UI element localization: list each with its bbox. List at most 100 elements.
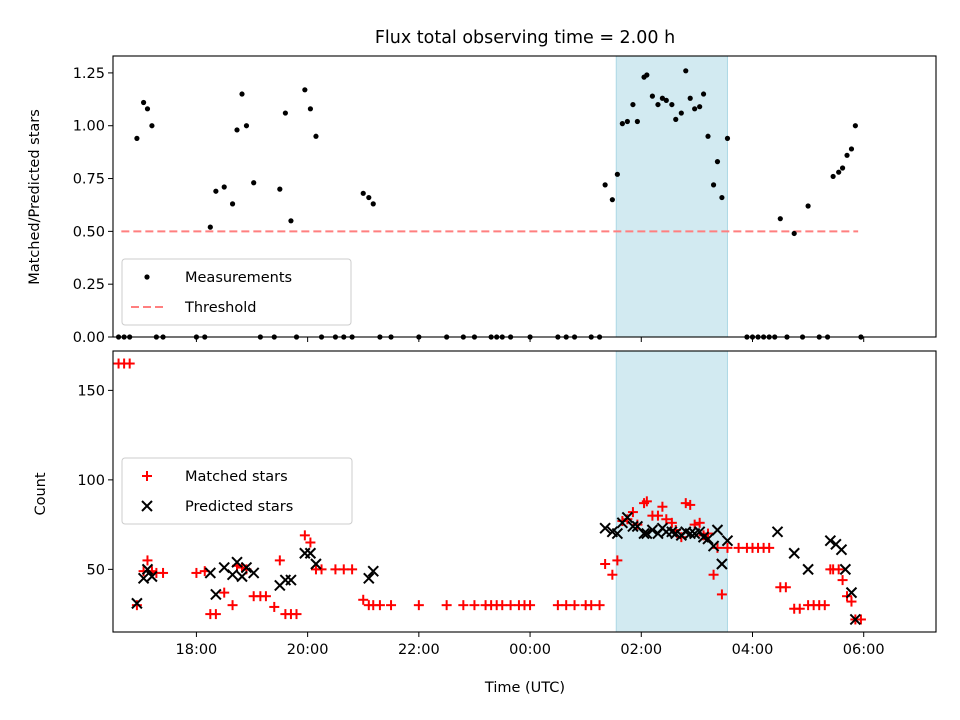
data-point bbox=[697, 104, 703, 110]
data-point bbox=[619, 121, 625, 127]
predicted-point bbox=[204, 567, 217, 579]
data-point bbox=[678, 110, 684, 116]
data-point bbox=[239, 91, 245, 97]
legend-label: Threshold bbox=[184, 300, 256, 316]
predicted-point bbox=[231, 556, 243, 568]
data-point bbox=[360, 190, 366, 196]
data-point bbox=[777, 216, 783, 222]
matched-point bbox=[330, 564, 341, 575]
matched-point bbox=[641, 496, 652, 507]
predicted-point bbox=[310, 558, 322, 570]
matched-point bbox=[833, 564, 844, 575]
matched-point bbox=[819, 600, 830, 611]
matched-point bbox=[617, 516, 628, 527]
data-point bbox=[243, 123, 250, 129]
legend-box bbox=[121, 258, 352, 326]
matched-point bbox=[552, 600, 563, 611]
data-point bbox=[692, 106, 698, 112]
data-point bbox=[836, 169, 842, 175]
data-point bbox=[710, 182, 717, 188]
matched-point bbox=[622, 514, 633, 525]
matched-point bbox=[780, 582, 791, 593]
y-tick-label: 0.75 bbox=[73, 172, 105, 188]
matched-point bbox=[612, 555, 623, 566]
predicted-point bbox=[641, 527, 653, 540]
predicted-point bbox=[711, 524, 724, 536]
matched-point bbox=[764, 542, 775, 553]
predicted-point bbox=[141, 563, 154, 576]
matched-point bbox=[158, 567, 169, 578]
matched-point bbox=[680, 498, 691, 509]
predicted-point bbox=[210, 588, 222, 601]
matched-point bbox=[733, 542, 744, 553]
plot-frame bbox=[112, 55, 937, 338]
matched-point bbox=[846, 596, 857, 607]
matched-point bbox=[386, 600, 397, 611]
predicted-point bbox=[226, 569, 239, 581]
y-axis-label-top: Matched/Predicted stars bbox=[27, 109, 43, 285]
predicted-point bbox=[247, 567, 260, 579]
y-tick-label: 0.00 bbox=[73, 330, 105, 346]
matched-point bbox=[274, 555, 285, 566]
predicted-point bbox=[684, 527, 696, 540]
data-point bbox=[805, 203, 811, 209]
predicted-point bbox=[771, 526, 784, 538]
data-point bbox=[624, 118, 630, 125]
matched-point bbox=[358, 594, 369, 605]
plot-frame bbox=[112, 350, 937, 633]
panel-top: 0.00 0.25 0.50 0.75 1.00 1.25 Measurements Thr… bbox=[73, 55, 937, 346]
matched-point bbox=[441, 600, 452, 611]
predicted-point bbox=[646, 524, 659, 536]
matched-point bbox=[374, 600, 385, 611]
predicted-point bbox=[721, 535, 734, 547]
x-tick-label: 00:00 bbox=[509, 642, 551, 658]
matched-point bbox=[458, 600, 469, 611]
legend-marker-measurements bbox=[144, 274, 150, 280]
predicted-point bbox=[824, 535, 837, 547]
data-point bbox=[630, 101, 636, 108]
data-point bbox=[144, 106, 151, 112]
series-predicted-stars bbox=[131, 511, 862, 626]
matched-point bbox=[525, 600, 536, 611]
predicted-point bbox=[627, 520, 639, 533]
observing-window-rect bbox=[615, 350, 728, 633]
matched-point bbox=[561, 600, 572, 611]
matched-point bbox=[666, 517, 677, 528]
y-tick-label: 150 bbox=[77, 383, 105, 399]
matched-point bbox=[694, 517, 705, 528]
axes-frame-top bbox=[112, 55, 937, 338]
data-point bbox=[140, 99, 147, 106]
matched-point bbox=[837, 575, 848, 586]
legend-bottom: Matched stars Predicted stars bbox=[121, 457, 353, 525]
matched-point bbox=[657, 501, 668, 512]
predicted-point bbox=[131, 597, 143, 610]
predicted-point bbox=[146, 570, 158, 583]
matched-point bbox=[497, 600, 508, 611]
matched-point bbox=[607, 569, 618, 580]
legend-label: Matched stars bbox=[185, 469, 288, 485]
matched-point bbox=[594, 600, 605, 611]
matched-point bbox=[305, 537, 316, 548]
star-count-points bbox=[113, 358, 866, 626]
matched-point bbox=[708, 569, 719, 580]
matched-point bbox=[316, 564, 327, 575]
axes-frame-bottom bbox=[112, 350, 937, 633]
predicted-point bbox=[304, 547, 317, 559]
data-point bbox=[614, 171, 620, 177]
data-point bbox=[655, 101, 661, 108]
x-tick-label: 18:00 bbox=[176, 642, 218, 658]
matched-point bbox=[794, 603, 805, 614]
predicted-point bbox=[367, 565, 379, 577]
predicted-point bbox=[702, 533, 714, 545]
predicted-point bbox=[611, 527, 624, 540]
matched-point bbox=[131, 600, 142, 611]
observing-window-rect bbox=[615, 55, 728, 338]
matched-point bbox=[627, 507, 638, 518]
predicted-point bbox=[621, 511, 634, 524]
matched-point bbox=[600, 558, 611, 569]
legend-label: Measurements bbox=[185, 270, 292, 286]
matched-point bbox=[469, 600, 480, 611]
matched-point bbox=[347, 564, 358, 575]
predicted-point bbox=[599, 522, 611, 534]
